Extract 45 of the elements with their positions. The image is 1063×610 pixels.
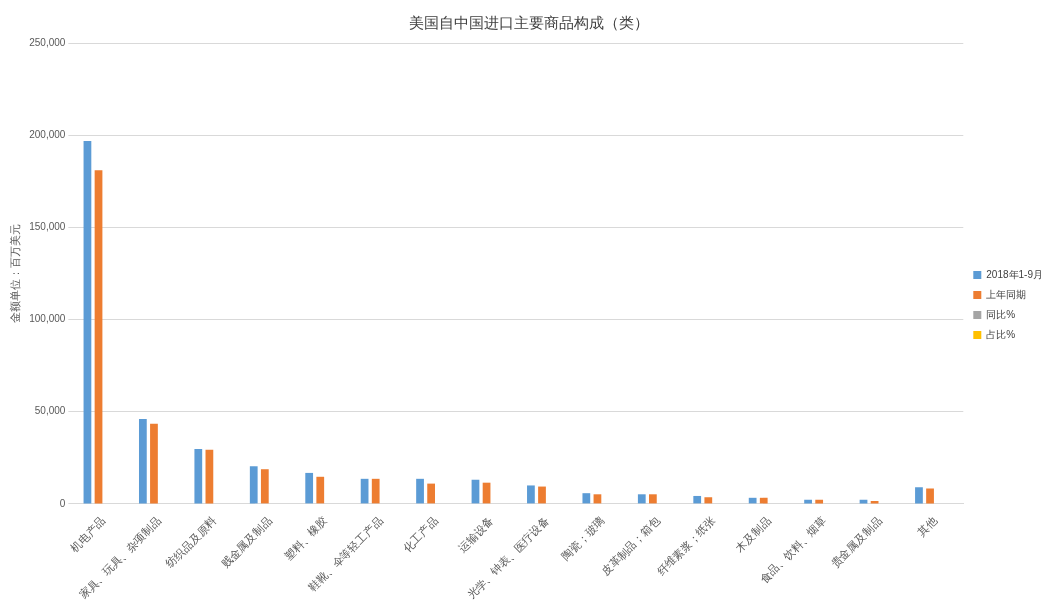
legend-label: 同比% [986, 308, 1016, 320]
y-tick-label: 50,000 [34, 405, 66, 417]
legend-label: 上年同期 [986, 288, 1027, 300]
y-tick-label: 250,000 [29, 36, 66, 48]
bar [150, 423, 158, 504]
bar [693, 495, 702, 504]
bar [637, 494, 646, 504]
x-tick-label: 机电产品 [68, 514, 108, 555]
bar [704, 497, 713, 504]
bar [538, 486, 546, 504]
y-axis-title: 金额单位：百万美元 [8, 223, 21, 323]
x-tick-label: 陶瓷；玻璃 [559, 514, 607, 562]
legend-label: 2018年1-9月 [986, 268, 1043, 280]
bar [648, 494, 657, 504]
y-tick-label: 100,000 [29, 313, 66, 325]
bar [416, 478, 424, 504]
x-tick-label: 贵金属及制品 [828, 514, 884, 570]
bar [94, 170, 103, 504]
bar [83, 141, 92, 504]
bar [926, 488, 934, 504]
bar [527, 485, 535, 504]
bar [759, 497, 768, 504]
x-tick-label: 木及制品 [733, 514, 773, 555]
bar [305, 472, 314, 504]
bar [748, 497, 757, 504]
bar [260, 469, 269, 504]
bar [582, 493, 591, 504]
x-tick-label: 化工产品 [400, 514, 441, 555]
chart-title: 美国自中国进口主要商品构成（类） [409, 13, 649, 32]
x-tick-label: 纺织品及原料 [163, 514, 219, 570]
bar [371, 478, 380, 504]
x-tick-label: 其他 [915, 514, 940, 539]
y-tick-label: 150,000 [29, 221, 66, 233]
y-tick-label: 200,000 [29, 128, 66, 140]
x-tick-label: 塑料、橡胶 [281, 514, 330, 562]
bar [194, 448, 203, 504]
bar [316, 476, 325, 504]
bar [915, 487, 923, 504]
y-tick-label: 0 [59, 497, 66, 509]
bar [138, 419, 147, 504]
x-tick-label: 运输设备 [456, 514, 496, 555]
bar [249, 466, 258, 504]
bar [427, 483, 436, 504]
legend-label: 占比% [986, 328, 1016, 340]
x-tick-label: 贱金属及制品 [218, 514, 274, 570]
